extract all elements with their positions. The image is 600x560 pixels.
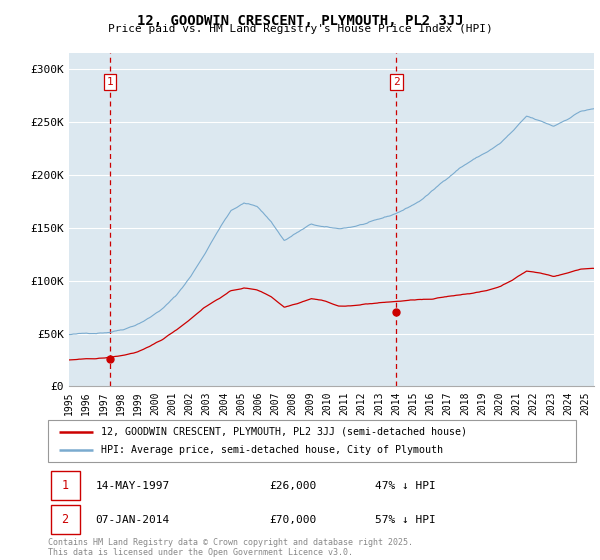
Text: HPI: Average price, semi-detached house, City of Plymouth: HPI: Average price, semi-detached house,… [101, 445, 443, 455]
Text: 07-JAN-2014: 07-JAN-2014 [95, 515, 170, 525]
Text: 1: 1 [106, 77, 113, 87]
Text: Price paid vs. HM Land Registry's House Price Index (HPI): Price paid vs. HM Land Registry's House … [107, 24, 493, 34]
Text: £26,000: £26,000 [270, 480, 317, 491]
Bar [50, 505, 80, 534]
Text: 12, GOODWIN CRESCENT, PLYMOUTH, PL2 3JJ: 12, GOODWIN CRESCENT, PLYMOUTH, PL2 3JJ [137, 14, 463, 28]
Text: 2: 2 [62, 514, 69, 526]
Text: £70,000: £70,000 [270, 515, 317, 525]
Text: 14-MAY-1997: 14-MAY-1997 [95, 480, 170, 491]
Text: 47% ↓ HPI: 47% ↓ HPI [376, 480, 436, 491]
Text: 12, GOODWIN CRESCENT, PLYMOUTH, PL2 3JJ (semi-detached house): 12, GOODWIN CRESCENT, PLYMOUTH, PL2 3JJ … [101, 427, 467, 437]
Text: Contains HM Land Registry data © Crown copyright and database right 2025.
This d: Contains HM Land Registry data © Crown c… [48, 538, 413, 557]
Bar [50, 472, 80, 500]
Text: 57% ↓ HPI: 57% ↓ HPI [376, 515, 436, 525]
Text: 1: 1 [62, 479, 69, 492]
Text: 2: 2 [393, 77, 400, 87]
